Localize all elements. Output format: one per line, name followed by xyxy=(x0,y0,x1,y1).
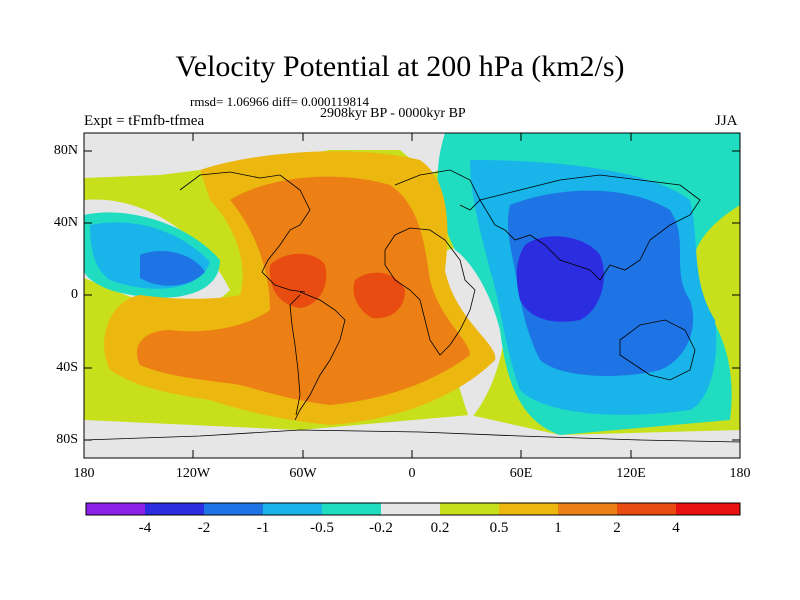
east-pacific-low-3 xyxy=(140,251,205,286)
colorbar-label-10: 4 xyxy=(672,520,680,536)
lat-label-40s: 40S xyxy=(56,360,78,375)
australia-coast xyxy=(619,319,696,381)
colorbar-label-3: -1 xyxy=(256,520,270,536)
lat-label-80n: 80N xyxy=(53,143,78,158)
colorbar-label-7: 0.5 xyxy=(489,520,509,536)
lon-label-180e: 180 xyxy=(729,466,751,481)
colorbar-swatch-6 xyxy=(381,503,440,515)
colorbar-label-6: 0.2 xyxy=(430,520,450,536)
colorbar-label-1: -4 xyxy=(138,520,152,536)
lon-label-60w: 60W xyxy=(289,466,317,481)
axis-ticks xyxy=(84,133,740,458)
colorbar-label-4: -0.5 xyxy=(310,520,334,536)
colorbar-swatch-8 xyxy=(499,503,558,515)
colorbar-swatch-11 xyxy=(676,503,740,515)
north-america-coast xyxy=(179,171,311,293)
lon-label-120w: 120W xyxy=(175,466,211,481)
lon-label-60e: 60E xyxy=(509,466,533,481)
lon-label-120e: 120E xyxy=(616,466,646,481)
central-america-high-center xyxy=(269,253,327,308)
south-america-west-coast xyxy=(289,294,301,416)
colorbar-swatch-9 xyxy=(558,503,617,515)
contour-fields xyxy=(84,133,740,458)
colorbar-label-8: 1 xyxy=(554,520,562,536)
colorbar-swatch-7 xyxy=(440,503,499,515)
colorbar-label-9: 2 xyxy=(613,520,621,536)
lon-label-180w: 180 xyxy=(73,466,95,481)
neutral-south-band xyxy=(84,415,740,458)
colorbar-label-5: -0.2 xyxy=(369,520,393,536)
plot-title: Velocity Potential at 200 hPa (km2/s) xyxy=(175,50,625,83)
south-america-coast xyxy=(294,291,346,421)
lat-label-80s: 80S xyxy=(56,432,78,447)
lon-label-0: 0 xyxy=(408,466,416,481)
lat-label-40n: 40N xyxy=(53,215,78,230)
colorbar-swatch-2 xyxy=(145,503,204,515)
period-label: 2908kyr BP - 0000kyr BP xyxy=(320,106,466,121)
lat-label-0: 0 xyxy=(71,287,78,302)
experiment-label: Expt = tFmfb-tfmea xyxy=(84,113,205,129)
colorbar-swatch-4 xyxy=(263,503,322,515)
stats-line: rmsd= 1.06966 diff= 0.000119814 xyxy=(190,94,369,109)
colorbar-swatch-3 xyxy=(204,503,263,515)
indian-ocean-low-center xyxy=(516,236,604,322)
colorbar-frame xyxy=(85,502,741,516)
colorbar-label-2: -2 xyxy=(197,520,211,536)
asia-coast xyxy=(479,174,701,281)
africa-coast xyxy=(384,227,476,356)
colorbar-swatch-5 xyxy=(322,503,381,515)
tropical-atlantic-high-center xyxy=(353,272,405,319)
antarctica-coast xyxy=(83,429,741,443)
colorbar xyxy=(85,502,741,516)
coastlines xyxy=(83,169,741,443)
colorbar-swatch-1 xyxy=(86,503,145,515)
season-label: JJA xyxy=(715,113,738,129)
colorbar-swatch-10 xyxy=(617,503,676,515)
europe-coast xyxy=(394,169,481,211)
